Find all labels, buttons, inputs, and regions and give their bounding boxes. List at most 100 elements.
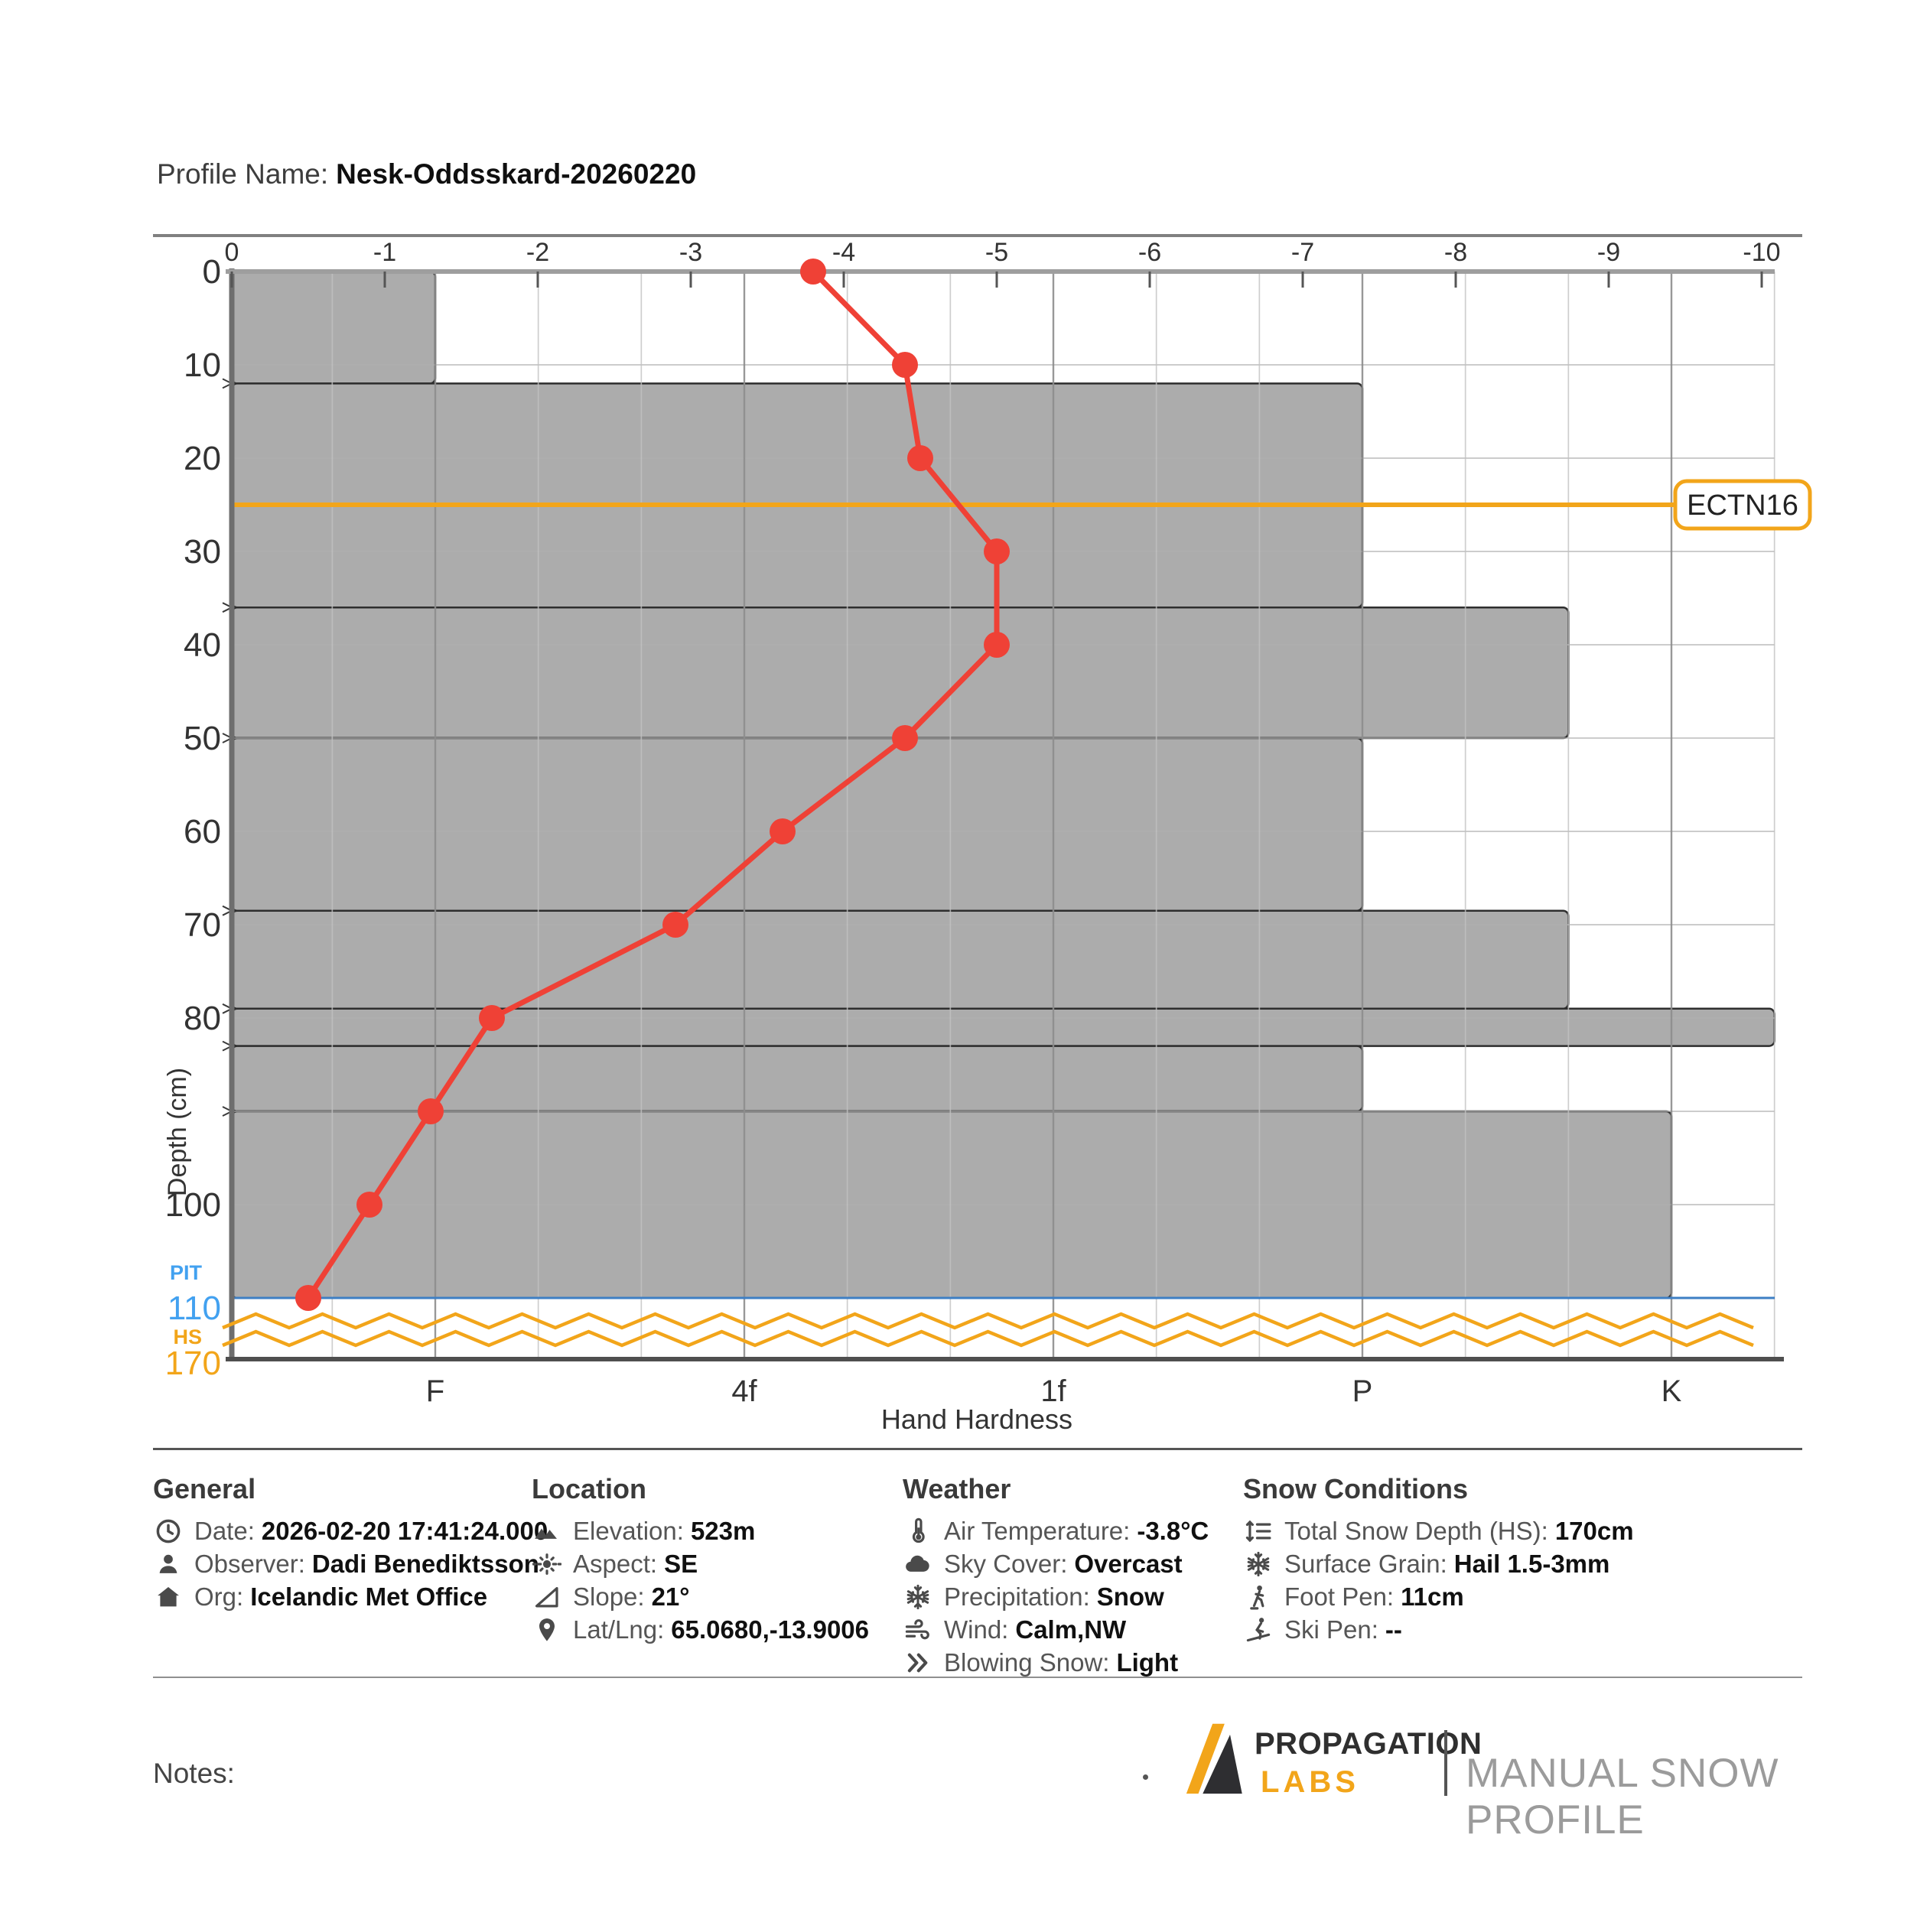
temperature-tick-label: -5 (985, 238, 1008, 267)
logo-brand-line1: PROPAGATION (1255, 1727, 1482, 1761)
logo-brand-line2: LABS (1261, 1765, 1359, 1799)
meta-column-general: General Date: 2026-02-20 17:41:24.000 Obser… (153, 1473, 548, 1613)
meta-row-surface-grain: Surface Grain: Hail 1.5-3mm (1243, 1547, 1634, 1580)
meta-label: Precipitation: (944, 1582, 1090, 1611)
meta-column-weather: Weather Air Temperature: -3.8°C Sky Cover: O… (903, 1473, 1209, 1679)
snowflake-icon (903, 1582, 933, 1612)
meta-row-blowing-snow: Blowing Snow: Light (903, 1646, 1209, 1679)
report-type-title: MANUAL SNOW PROFILE (1466, 1751, 1779, 1843)
meta-label: Blowing Snow: (944, 1647, 1110, 1677)
hardness-tick-label: K (1661, 1374, 1682, 1408)
pit-depth-label: 110 (168, 1290, 221, 1327)
meta-label: Wind: (944, 1615, 1009, 1644)
temperature-point (770, 818, 796, 844)
meta-row-sky-cover: Sky Cover: Overcast (903, 1547, 1209, 1580)
meta-label: Slope: (573, 1582, 645, 1611)
temperature-point (295, 1285, 321, 1311)
meta-label: Foot Pen: (1284, 1582, 1395, 1611)
meta-value: 21° (651, 1582, 690, 1611)
depth-tick-label: 0 (203, 253, 221, 291)
meta-row-org: Org: Icelandic Met Office (153, 1580, 548, 1613)
snow-profile-chart: ECTN16 0 -1 -2 -3 -4 -5 -6 -7 -8 -9 -10 0 10 20 30 40 50 6… (163, 238, 1812, 1435)
pit-label: PIT (170, 1261, 203, 1284)
snow-layer (230, 1045, 1364, 1113)
meta-value: -3.8°C (1137, 1516, 1209, 1545)
depth-tick-label: 50 (184, 720, 221, 757)
hardness-tick-label: 4f (731, 1374, 757, 1408)
ski-pen-icon (1243, 1615, 1274, 1645)
temperature-tick-label: -1 (373, 238, 396, 267)
person-icon (153, 1549, 184, 1579)
header-divider (153, 234, 1802, 237)
metadata-divider (153, 1448, 1802, 1450)
temperature-tick-label: -2 (526, 238, 549, 267)
cloud-icon (903, 1549, 933, 1579)
meta-label: Observer: (194, 1549, 305, 1578)
meta-value: 523m (690, 1516, 756, 1545)
meta-value: 65.0680,-13.9006 (671, 1615, 870, 1644)
temperature-tick-label: -4 (832, 238, 855, 267)
snow-layer (230, 270, 437, 385)
meta-label: Total Snow Depth (HS): (1284, 1516, 1548, 1545)
temperature-tick-label: -6 (1138, 238, 1161, 267)
meta-value: Snow (1096, 1582, 1164, 1611)
thermometer-icon (903, 1516, 933, 1547)
meta-value: 170cm (1554, 1516, 1634, 1545)
hardness-tick-label: 1f (1040, 1374, 1066, 1408)
meta-section-title: Location (532, 1473, 646, 1504)
temperature-point (892, 725, 918, 751)
wind-icon (903, 1615, 933, 1645)
depth-axis-title: Depth (cm) (163, 1068, 192, 1196)
temperature-line (306, 269, 1000, 1299)
meta-row-date: Date: 2026-02-20 17:41:24.000 (153, 1514, 548, 1547)
temperature-point (662, 912, 688, 938)
meta-value: SE (664, 1549, 698, 1578)
clock-icon (153, 1516, 184, 1547)
meta-row-wind: Wind: Calm,NW (903, 1613, 1209, 1646)
temperature-tick-label: -7 (1291, 238, 1314, 267)
double-chevron-icon (903, 1647, 933, 1678)
snow-layer (230, 382, 1364, 609)
hs-break-zigzag (222, 1329, 1754, 1348)
meta-row-precipitation: Precipitation: Snow (903, 1580, 1209, 1613)
temperature-tick-label: -9 (1597, 238, 1620, 267)
meta-value: Icelandic Met Office (250, 1582, 488, 1611)
profile-name-label: Profile Name: (157, 158, 329, 190)
hs-depth-label: 170 (165, 1345, 221, 1382)
hs-label: HS (173, 1325, 202, 1348)
meta-value: Calm,NW (1015, 1615, 1127, 1644)
snowflake-icon (1243, 1549, 1274, 1579)
temperature-point (892, 352, 918, 378)
meta-row-aspect: Aspect: SE (532, 1547, 869, 1580)
snow-layer (230, 1007, 1775, 1047)
pin-icon (532, 1615, 562, 1645)
temperature-point (356, 1192, 382, 1218)
meta-row-foot-pen: Foot Pen: 11cm (1243, 1580, 1634, 1613)
depth-tick-label: 20 (184, 440, 221, 477)
meta-section-title: Snow Conditions (1243, 1473, 1468, 1504)
foot-pen-icon (1243, 1582, 1274, 1612)
depth-tick-label: 40 (184, 626, 221, 664)
meta-row-air-temperature: Air Temperature: -3.8°C (903, 1514, 1209, 1547)
depth-tick-label: 80 (184, 1000, 221, 1037)
temperature-point (800, 259, 826, 285)
temperature-point (479, 1005, 505, 1031)
meta-value: Dadi Benediktsson (311, 1549, 539, 1578)
slope-icon (532, 1582, 562, 1612)
meta-row-lat-lng: Lat/Lng: 65.0680,-13.9006 (532, 1613, 869, 1646)
depth-tick-label: 10 (184, 346, 221, 384)
house-icon (153, 1582, 184, 1612)
snow-layer (230, 606, 1570, 740)
meta-row-total-snow-depth-hs: Total Snow Depth (HS): 170cm (1243, 1514, 1634, 1547)
meta-label: Date: (194, 1516, 255, 1545)
meta-section-title: General (153, 1473, 256, 1504)
mountains-icon (532, 1516, 562, 1547)
meta-value: 11cm (1401, 1582, 1464, 1611)
meta-row-slope: Slope: 21° (532, 1580, 869, 1613)
temperature-point (418, 1098, 444, 1124)
temperature-tick-label: -10 (1743, 238, 1780, 267)
depth-tick-label: 100 (165, 1186, 221, 1224)
meta-label: Elevation: (573, 1516, 684, 1545)
hardness-axis-title: Hand Hardness (881, 1403, 1072, 1435)
